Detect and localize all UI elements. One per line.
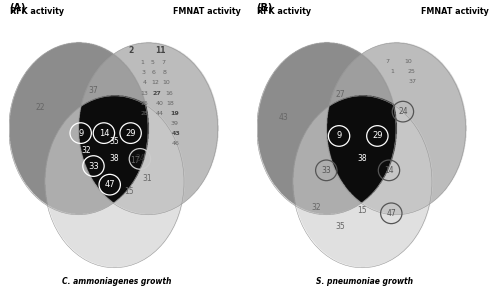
Text: 27: 27 — [336, 90, 345, 99]
Text: (A): (A) — [8, 3, 25, 13]
Text: 3: 3 — [142, 70, 146, 75]
Text: 11: 11 — [156, 46, 166, 55]
Text: 28: 28 — [140, 111, 148, 116]
Text: 5: 5 — [150, 60, 154, 65]
Text: 29: 29 — [372, 131, 382, 140]
Text: 12: 12 — [151, 81, 159, 86]
Text: 6: 6 — [152, 70, 156, 75]
Text: 7: 7 — [161, 60, 165, 65]
Text: 15: 15 — [358, 206, 367, 215]
Text: RFK activity: RFK activity — [10, 7, 64, 16]
Text: 44: 44 — [156, 111, 164, 116]
Text: 24: 24 — [135, 154, 144, 164]
Text: 8: 8 — [162, 70, 166, 75]
Text: 1: 1 — [140, 60, 144, 65]
Text: 35: 35 — [110, 137, 119, 146]
Text: 7: 7 — [386, 59, 390, 64]
Text: 2: 2 — [128, 46, 133, 55]
Text: 10: 10 — [405, 59, 412, 64]
Text: 39: 39 — [170, 121, 178, 126]
Text: 38: 38 — [110, 154, 119, 164]
Text: 14: 14 — [98, 128, 109, 138]
Text: 37: 37 — [408, 79, 416, 84]
Text: 35: 35 — [336, 222, 345, 231]
Text: 25: 25 — [140, 100, 148, 105]
Text: 32: 32 — [311, 203, 320, 212]
Text: FMNAT activity: FMNAT activity — [174, 7, 241, 16]
Text: 10: 10 — [162, 81, 170, 86]
Text: 37: 37 — [88, 86, 99, 95]
Text: 19: 19 — [170, 111, 179, 116]
Text: 16: 16 — [165, 91, 173, 95]
Text: 38: 38 — [358, 154, 367, 164]
Text: 13: 13 — [140, 91, 148, 95]
Text: 18: 18 — [166, 100, 174, 105]
Text: 25: 25 — [407, 69, 415, 74]
Text: 27: 27 — [153, 91, 162, 95]
Text: FMNAT activity: FMNAT activity — [421, 7, 489, 16]
Text: 46: 46 — [172, 141, 180, 146]
Text: 9: 9 — [78, 128, 84, 138]
Text: 40: 40 — [156, 100, 164, 105]
Text: S. pneumoniae growth: S. pneumoniae growth — [316, 277, 413, 286]
Text: 15: 15 — [124, 187, 134, 196]
Text: 33: 33 — [322, 166, 331, 175]
Text: 47: 47 — [386, 209, 396, 218]
Text: 47: 47 — [104, 180, 115, 189]
Text: 14: 14 — [384, 166, 394, 175]
Text: 17: 17 — [130, 156, 140, 165]
Text: 29: 29 — [126, 128, 136, 138]
Text: 4: 4 — [142, 81, 146, 86]
Text: (B): (B) — [256, 3, 273, 13]
Text: 1: 1 — [390, 69, 394, 74]
Text: 32: 32 — [82, 146, 92, 155]
Text: 43: 43 — [278, 113, 288, 122]
Text: 9: 9 — [336, 131, 342, 140]
Text: 24: 24 — [398, 107, 407, 116]
Text: 43: 43 — [172, 131, 180, 135]
Text: 33: 33 — [88, 161, 99, 171]
Text: C. ammoniagenes growth: C. ammoniagenes growth — [62, 277, 172, 286]
Text: 31: 31 — [142, 174, 152, 183]
Text: RFK activity: RFK activity — [258, 7, 312, 16]
Text: 22: 22 — [36, 103, 45, 112]
